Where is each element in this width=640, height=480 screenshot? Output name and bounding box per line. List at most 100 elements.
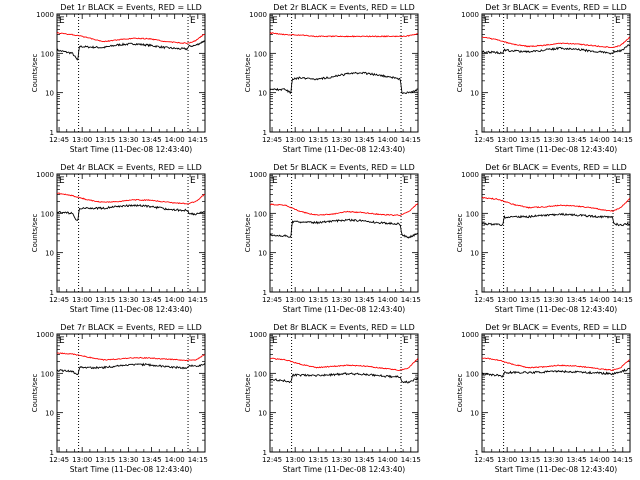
series-line-lld: [56, 31, 205, 45]
y-tick-label: 1000: [36, 331, 54, 339]
plot-frame: [56, 333, 206, 453]
x-tick-label: 13:15: [308, 136, 328, 144]
corner-label: E: [484, 16, 490, 26]
plot-frame: [269, 173, 419, 293]
x-tick-label: 13:45: [566, 456, 586, 464]
plot-frame: [269, 333, 419, 453]
x-tick-label: 13:45: [566, 296, 586, 304]
x-tick-label: 13:30: [543, 456, 563, 464]
x-tick-label: 13:30: [543, 136, 563, 144]
y-tick-label: 100: [41, 210, 54, 218]
x-tick-label: 13:00: [497, 296, 517, 304]
y-tick-label: 1: [475, 449, 479, 457]
x-tick-label: 13:45: [566, 136, 586, 144]
y-tick-label: 1000: [36, 171, 54, 179]
chart-panel-5: Det 5r BLACK = Events, RED = LLD 1 10 100 10…: [244, 163, 421, 314]
y-tick-label: 1000: [461, 171, 479, 179]
series-line-lld: [269, 203, 419, 216]
chart-panel-1: Det 1r BLACK = Events, RED = LLD 1 10 100 10…: [31, 3, 208, 154]
x-tick-label: 14:00: [378, 136, 398, 144]
x-tick-label: 13:45: [141, 296, 161, 304]
plot-frame: [481, 173, 631, 293]
y-tick-label: 10: [470, 90, 479, 98]
series-line-lld: [481, 357, 630, 372]
x-tick-label: 14:00: [590, 136, 610, 144]
y-axis-label: Counts/sec: [244, 214, 252, 253]
x-tick-label: 13:15: [520, 136, 540, 144]
y-tick-label: 10: [470, 250, 479, 258]
series-line-lld: [269, 32, 418, 38]
series-line-lld: [269, 357, 419, 371]
y-axis-label: Counts/sec: [31, 54, 39, 93]
plot-frame: [56, 173, 206, 293]
x-axis-label: Start Time (11-Dec-08 12:43:40): [283, 145, 405, 154]
y-tick-label: 10: [258, 90, 267, 98]
x-tick-label: 14:00: [590, 296, 610, 304]
x-tick-label: 12:45: [474, 296, 494, 304]
series-line-events: [481, 44, 630, 55]
x-tick-label: 14:15: [188, 136, 208, 144]
corner-label: E: [403, 176, 409, 186]
plot-frame: [56, 13, 206, 133]
x-tick-label: 14:15: [188, 296, 208, 304]
y-tick-label: 1: [263, 129, 267, 137]
x-tick-label: 14:00: [378, 456, 398, 464]
x-tick-label: 13:00: [72, 136, 92, 144]
x-tick-label: 14:00: [590, 456, 610, 464]
chart-title: Det 4r BLACK = Events, RED = LLD: [60, 163, 202, 172]
chart-panel-8: Det 8r BLACK = Events, RED = LLD 1 10 100 10…: [244, 323, 421, 474]
x-tick-label: 13:00: [497, 136, 517, 144]
x-tick-label: 12:45: [49, 296, 69, 304]
y-tick-label: 1: [50, 129, 54, 137]
corner-label: E: [190, 336, 196, 346]
y-axis-label: Counts/sec: [244, 374, 252, 413]
y-tick-label: 1: [475, 289, 479, 297]
x-tick-label: 13:45: [354, 456, 374, 464]
corner-label: E: [190, 16, 196, 26]
corner-label: E: [615, 336, 621, 346]
chart-title: Det 2r BLACK = Events, RED = LLD: [273, 3, 415, 12]
x-tick-label: 13:45: [354, 136, 374, 144]
series-line-events: [56, 203, 205, 221]
series-line-events: [269, 218, 419, 239]
y-tick-label: 10: [258, 250, 267, 258]
x-axis-label: Start Time (11-Dec-08 12:43:40): [70, 465, 192, 474]
chart-title: Det 5r BLACK = Events, RED = LLD: [273, 163, 415, 172]
x-tick-label: 14:00: [165, 296, 185, 304]
x-axis-label: Start Time (11-Dec-08 12:43:40): [495, 305, 617, 314]
chart-panel-7: Det 7r BLACK = Events, RED = LLD 1 10 100 10…: [31, 323, 208, 474]
corner-label: E: [59, 336, 65, 346]
corner-label: E: [403, 336, 409, 346]
chart-panel-3: Det 3r BLACK = Events, RED = LLD 1 10 100 10…: [456, 3, 633, 154]
corner-label: E: [484, 336, 490, 346]
corner-label: E: [59, 176, 65, 186]
y-tick-label: 1: [263, 289, 267, 297]
chart-panel-2: Det 2r BLACK = Events, RED = LLD 1 10 100 10…: [244, 3, 421, 154]
x-tick-label: 13:45: [141, 136, 161, 144]
chart-title: Det 3r BLACK = Events, RED = LLD: [485, 3, 627, 12]
y-tick-label: 1000: [249, 171, 267, 179]
chart-title: Det 8r BLACK = Events, RED = LLD: [273, 323, 415, 332]
x-tick-label: 13:15: [308, 456, 328, 464]
x-tick-label: 13:15: [308, 296, 328, 304]
series-line-events: [481, 212, 631, 227]
x-tick-label: 13:30: [331, 136, 351, 144]
corner-label: E: [272, 336, 278, 346]
y-axis-label: Counts/sec: [244, 54, 252, 93]
x-axis-label: Start Time (11-Dec-08 12:43:40): [70, 305, 192, 314]
series-line-lld: [56, 192, 205, 205]
y-tick-label: 1000: [461, 11, 479, 19]
series-line-lld: [481, 36, 631, 49]
y-tick-label: 100: [466, 370, 479, 378]
x-tick-label: 14:15: [188, 456, 208, 464]
y-tick-label: 1000: [249, 331, 267, 339]
series-line-events: [269, 371, 419, 384]
series-line-events: [269, 71, 418, 95]
x-tick-label: 13:30: [331, 456, 351, 464]
x-tick-label: 14:00: [165, 136, 185, 144]
x-tick-label: 12:45: [262, 296, 282, 304]
chart-title: Det 7r BLACK = Events, RED = LLD: [60, 323, 202, 332]
x-tick-label: 12:45: [49, 456, 69, 464]
y-tick-label: 10: [258, 410, 267, 418]
plot-frame: [481, 13, 631, 133]
